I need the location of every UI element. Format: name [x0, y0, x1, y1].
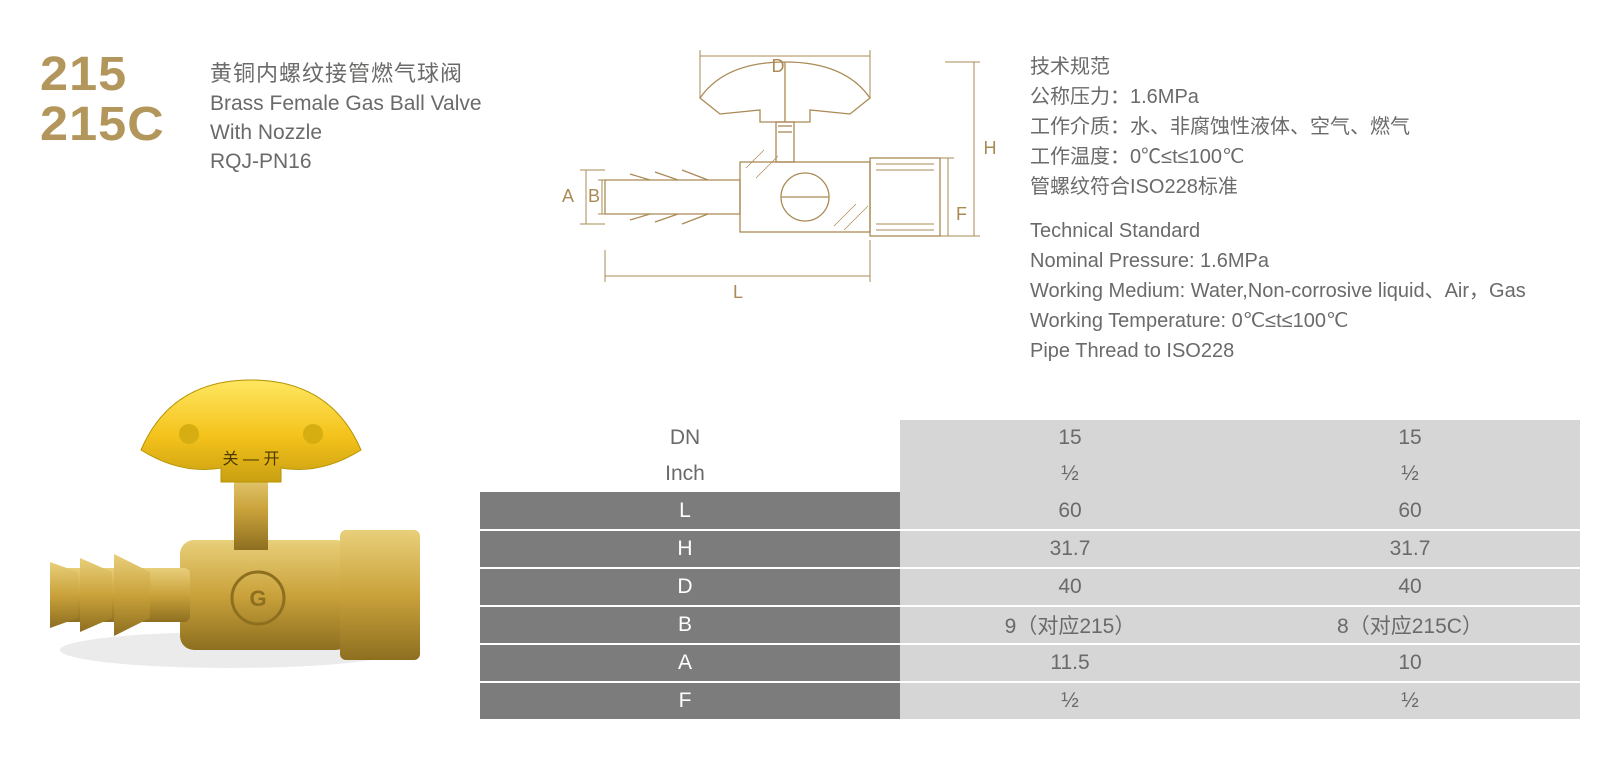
product-photo: 关 — 开 G [20, 350, 440, 680]
cell-label: Inch [470, 456, 900, 492]
cell-value: ½ [1240, 682, 1580, 720]
dim-d: D [772, 56, 785, 76]
title-zh: 黄铜内螺纹接管燃气球阀 [210, 60, 550, 89]
cell-value: 60 [900, 492, 1240, 530]
spec-table: DN 15 15 Inch ½ ½ L 60 60 H 31.7 31.7 D … [470, 420, 1580, 721]
cell-label: H [470, 530, 900, 568]
dim-b: B [588, 186, 600, 206]
table-row: Inch ½ ½ [470, 456, 1580, 492]
specs-en-l4: Pipe Thread to ISO228 [1030, 336, 1560, 366]
table-row: H 31.7 31.7 [470, 530, 1580, 568]
dim-l: L [733, 282, 743, 302]
cell-value: ½ [900, 682, 1240, 720]
table-row: L 60 60 [470, 492, 1580, 530]
specs-en-head: Technical Standard [1030, 216, 1560, 246]
specs-zh-head: 技术规范 [1030, 52, 1560, 82]
specs-block: 技术规范 公称压力：1.6MPa 工作介质：水、非腐蚀性液体、空气、燃气 工作温… [1030, 52, 1560, 366]
dim-f: F [956, 204, 967, 224]
title-en2: With Nozzle [210, 118, 550, 147]
cell-value: 60 [1240, 492, 1580, 530]
cell-value: ½ [900, 456, 1240, 492]
specs-en-l3: Working Temperature: 0℃≤t≤100℃ [1030, 306, 1560, 336]
title-block: 黄铜内螺纹接管燃气球阀 Brass Female Gas Ball Valve … [210, 60, 550, 177]
cell-value: 15 [1240, 420, 1580, 456]
specs-zh-l4: 管螺纹符合ISO228标准 [1030, 172, 1560, 202]
cell-value: 40 [1240, 568, 1580, 606]
table-row: DN 15 15 [470, 420, 1580, 456]
specs-en-l1: Nominal Pressure: 1.6MPa [1030, 246, 1560, 276]
top-area: 215 215C 黄铜内螺纹接管燃气球阀 Brass Female Gas Ba… [40, 60, 1560, 366]
cell-label: L [470, 492, 900, 530]
cell-label: D [470, 568, 900, 606]
title-en1: Brass Female Gas Ball Valve [210, 89, 550, 118]
dim-h: H [984, 138, 997, 158]
model-codes: 215 215C [40, 50, 200, 151]
cell-value: ½ [1240, 456, 1580, 492]
cell-value: 40 [900, 568, 1240, 606]
svg-text:G: G [249, 586, 266, 611]
cell-label: A [470, 644, 900, 682]
model-code-1: 215 [40, 50, 208, 100]
specs-en-l2: Working Medium: Water,Non-corrosive liqu… [1030, 276, 1560, 306]
table-row: A 11.5 10 [470, 644, 1580, 682]
cell-value: 31.7 [900, 530, 1240, 568]
specs-zh-l1: 公称压力：1.6MPa [1030, 82, 1560, 112]
cell-label: F [470, 682, 900, 720]
cell-value: 10 [1240, 644, 1580, 682]
handle-text: 关 — 开 [223, 450, 280, 468]
cell-value: 9（对应215） [900, 606, 1240, 644]
engineering-diagram: D H F A [550, 50, 1020, 310]
cell-value: 31.7 [1240, 530, 1580, 568]
specs-zh-l2: 工作介质：水、非腐蚀性液体、空气、燃气 [1030, 112, 1560, 142]
table-row: F ½ ½ [470, 682, 1580, 720]
spec-sheet: 215 215C 黄铜内螺纹接管燃气球阀 Brass Female Gas Ba… [0, 0, 1600, 770]
specs-zh-l3: 工作温度：0℃≤t≤100℃ [1030, 142, 1560, 172]
cell-value: 15 [900, 420, 1240, 456]
cell-value: 11.5 [900, 644, 1240, 682]
cell-label: B [470, 606, 900, 644]
cell-label: DN [470, 420, 900, 456]
dim-a: A [562, 186, 574, 206]
title-partno: RQJ-PN16 [210, 147, 550, 176]
cell-value: 8（对应215C） [1240, 606, 1580, 644]
table-row: B 9（对应215） 8（对应215C） [470, 606, 1580, 644]
model-code-2: 215C [40, 100, 208, 150]
table-row: D 40 40 [470, 568, 1580, 606]
